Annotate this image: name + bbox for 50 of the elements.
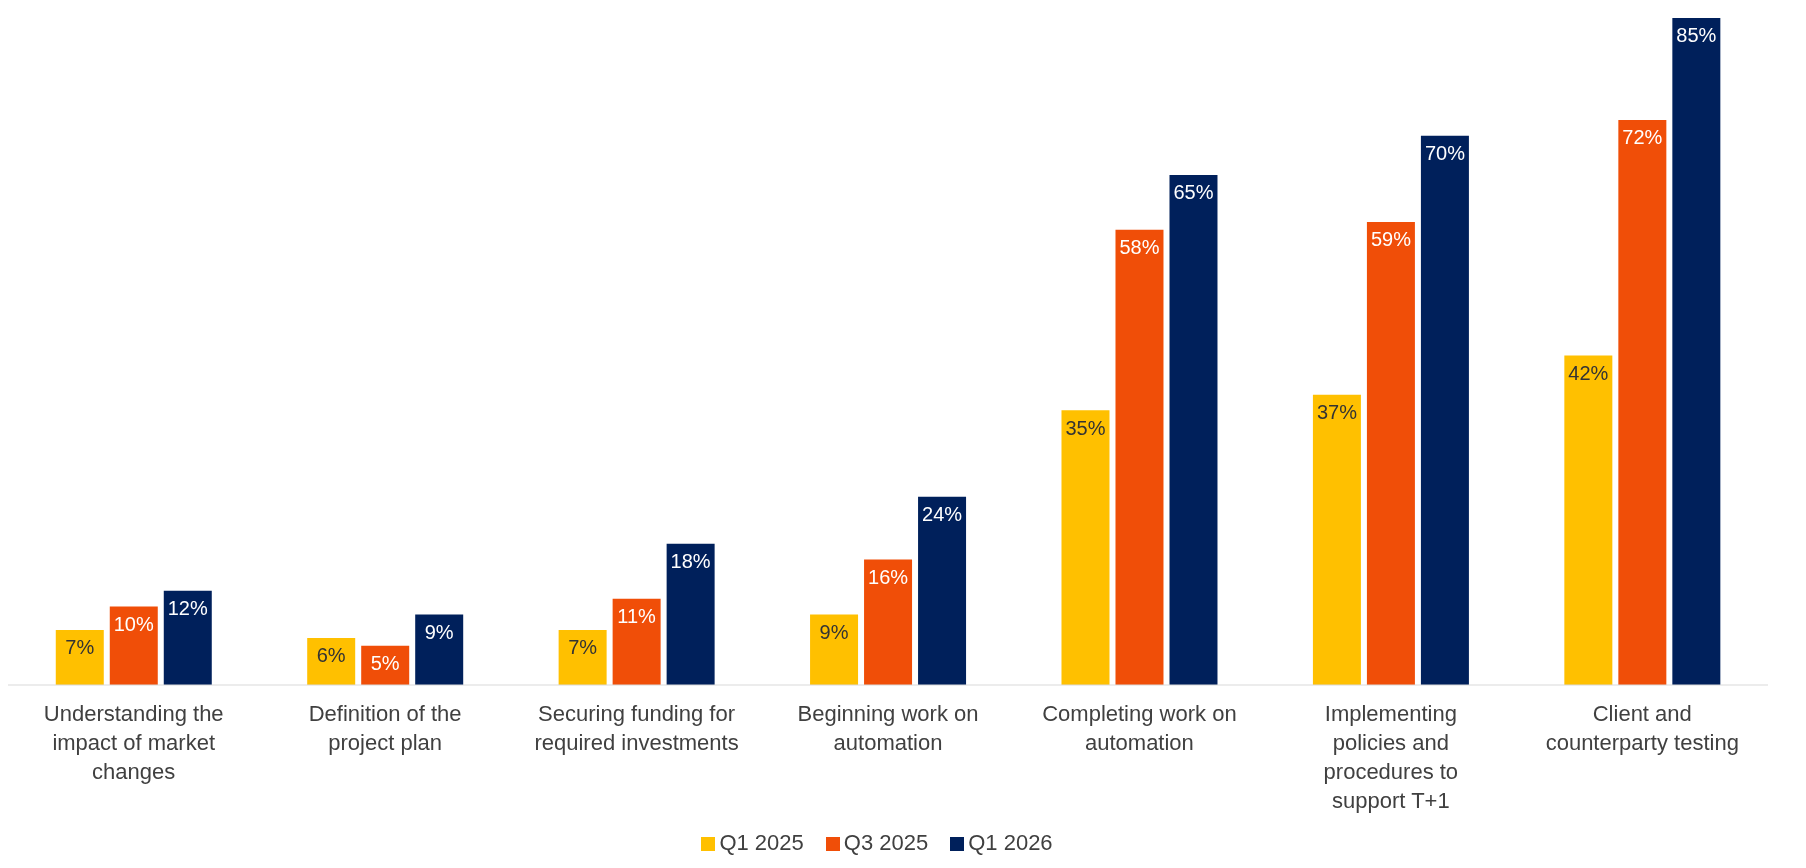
data-label: 65% [1173,181,1214,204]
bar [1312,394,1361,685]
data-label: 7% [568,636,598,659]
data-label: 5% [370,651,400,674]
x-tick-label: Understanding the impact of market changes [43,701,224,784]
bar [558,630,607,685]
x-tick-label: Securing funding for required investments [534,701,739,755]
data-label: 37% [1316,400,1358,423]
bar [55,630,104,685]
data-label: 35% [1065,416,1106,439]
x-tick-label: Completing work on automation [1042,701,1237,755]
legend-label: Q3 2025 [843,830,929,855]
bar [918,496,967,685]
x-tick-label: Definition of the project plan [308,701,462,755]
data-label: 70% [1424,141,1466,164]
bar [1618,120,1667,685]
bar [810,614,859,685]
data-label: 9% [819,620,849,643]
x-tick-label: Beginning work on automation [797,701,979,755]
bar [415,614,464,685]
data-label: 59% [1370,228,1412,251]
data-label: 10% [113,612,154,635]
data-label: 24% [922,502,963,525]
bar [1564,355,1613,685]
legend-label: Q1 2025 [719,830,804,855]
bar [1420,135,1469,685]
bar [864,559,913,685]
bar [109,606,158,685]
data-label: 72% [1622,126,1663,149]
data-label: 85% [1676,24,1717,47]
data-label: 11% [617,604,657,627]
data-label: 18% [670,549,711,572]
x-tick-label: Client and counterparty testing [1545,701,1739,755]
data-label: 16% [868,565,909,588]
data-label: 42% [1568,361,1609,384]
bar [1115,229,1164,685]
bar [612,598,661,685]
data-label: 7% [65,636,95,659]
bar [1672,18,1721,685]
bar [666,543,715,685]
data-label: 9% [424,620,454,643]
legend-label: Q1 2026 [968,830,1053,855]
data-label: 58% [1119,236,1160,259]
bar [163,590,212,685]
bar [1061,410,1110,685]
bar [1366,222,1415,685]
data-label: 6% [316,644,346,667]
bar [1169,174,1218,685]
data-label: 12% [167,597,208,620]
x-tick-label: Implementing policies and procedures to support T+1 [1323,701,1459,813]
